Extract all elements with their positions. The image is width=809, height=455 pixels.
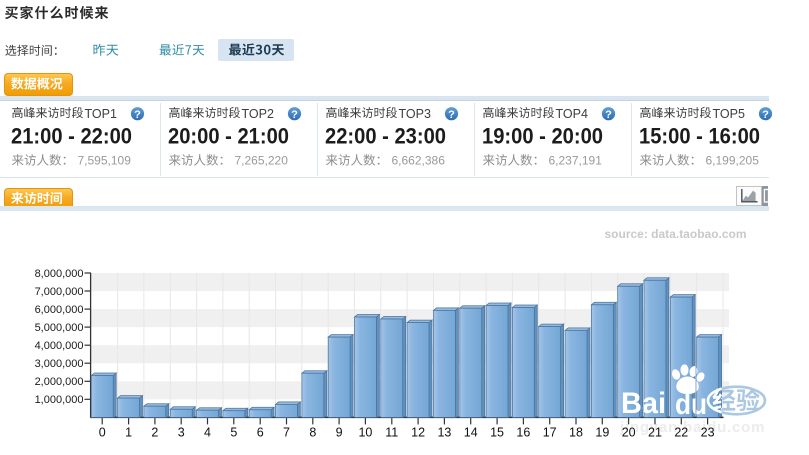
svg-text:TOP3: TOP3 [399,107,431,121]
svg-text:0: 0 [99,426,106,440]
svg-text:source: data.taobao.com: source: data.taobao.com [605,227,747,241]
svg-text:Bai: Bai [621,387,666,420]
svg-text:23: 23 [701,426,715,440]
svg-text:?: ? [448,109,455,121]
svg-text:5,000,000: 5,000,000 [35,322,84,334]
svg-text:6: 6 [257,426,264,440]
svg-text:9: 9 [336,426,343,440]
svg-text:?: ? [291,109,298,121]
svg-text:14: 14 [464,426,478,440]
svg-text:?: ? [605,109,612,121]
svg-text:4: 4 [204,426,211,440]
svg-text:jingyan.baidu.com: jingyan.baidu.com [619,419,765,436]
svg-text:11: 11 [385,426,398,440]
svg-text:6,662,386: 6,662,386 [392,153,446,167]
svg-text:1: 1 [125,426,132,440]
svg-text:2,000,000: 2,000,000 [35,376,84,388]
svg-text:17: 17 [543,426,557,440]
svg-text:1,000,000: 1,000,000 [35,394,84,406]
svg-text:7: 7 [283,426,290,440]
svg-text:TOP1: TOP1 [85,107,117,121]
svg-text:10: 10 [358,426,372,440]
svg-text:TOP5: TOP5 [713,107,745,121]
svg-text:7,265,220: 7,265,220 [235,153,289,167]
svg-text:13: 13 [437,426,451,440]
svg-text:6,000,000: 6,000,000 [35,304,84,316]
svg-text:19:00 - 20:00: 19:00 - 20:00 [482,124,603,149]
svg-text:3: 3 [178,426,185,440]
svg-text:19: 19 [595,426,609,440]
svg-text:21:00 - 22:00: 21:00 - 22:00 [11,124,132,149]
svg-text:8: 8 [309,426,316,440]
svg-text:20:00 - 21:00: 20:00 - 21:00 [168,124,289,149]
svg-text:3,000,000: 3,000,000 [35,358,84,370]
svg-text:22:00 - 23:00: 22:00 - 23:00 [325,124,446,149]
svg-text:22: 22 [674,426,688,440]
svg-text:16: 16 [516,426,530,440]
svg-text:?: ? [762,109,769,121]
svg-text:8,000,000: 8,000,000 [35,268,84,280]
svg-text:7,595,109: 7,595,109 [78,153,132,167]
svg-text:6,199,205: 6,199,205 [706,153,760,167]
svg-text:21: 21 [648,426,662,440]
svg-text:TOP4: TOP4 [556,107,588,121]
svg-text:5: 5 [230,426,237,440]
svg-text:?: ? [134,109,141,121]
svg-text:12: 12 [411,426,425,440]
svg-text:6,237,191: 6,237,191 [549,153,603,167]
svg-text:18: 18 [569,426,583,440]
svg-text:4,000,000: 4,000,000 [35,340,84,352]
svg-text:20: 20 [622,426,636,440]
svg-text:2: 2 [151,426,158,440]
svg-text:15: 15 [490,426,504,440]
svg-text:15:00 - 16:00: 15:00 - 16:00 [639,124,760,149]
svg-text:7,000,000: 7,000,000 [35,286,84,298]
svg-text:TOP2: TOP2 [242,107,274,121]
